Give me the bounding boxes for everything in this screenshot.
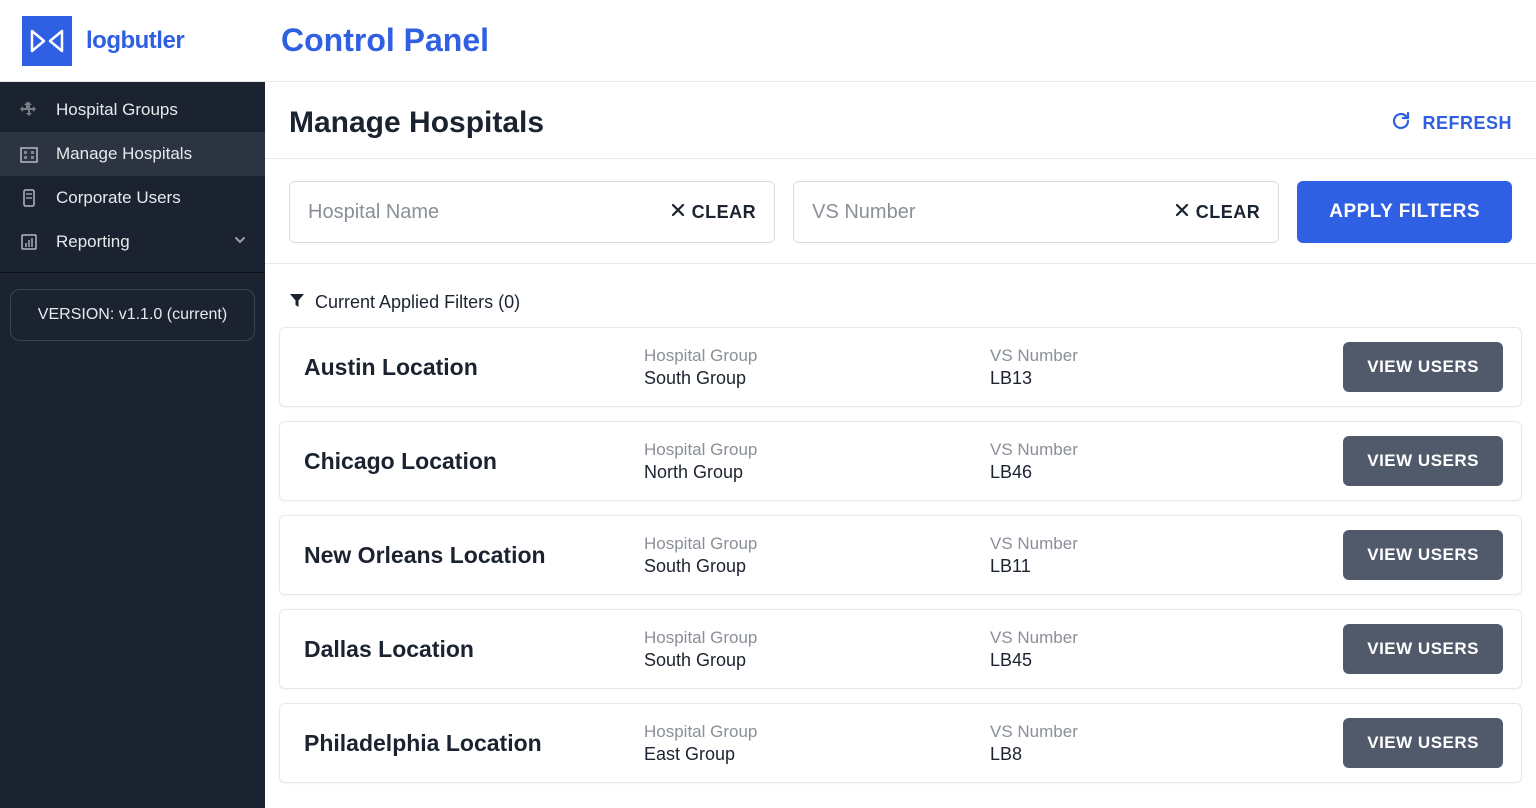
clear-hospital-name-button[interactable]: CLEAR — [670, 202, 757, 223]
corporate-users-icon — [18, 188, 40, 208]
chevron-down-icon — [233, 232, 247, 252]
hospital-group-label: Hospital Group — [644, 628, 990, 648]
sidebar-item-corporate-users[interactable]: Corporate Users — [0, 176, 265, 220]
header-title: Control Panel — [265, 22, 489, 59]
card-action: VIEW USERS — [1343, 718, 1503, 768]
filters-row: CLEAR CLEAR APPLY FILTERS — [265, 159, 1536, 264]
view-users-button[interactable]: VIEW USERS — [1343, 342, 1503, 392]
vs-number-filter: CLEAR — [793, 181, 1279, 243]
hospital-group-label: Hospital Group — [644, 440, 990, 460]
hospital-group-col: Hospital GroupSouth Group — [644, 346, 990, 389]
close-icon — [1174, 202, 1190, 223]
hospital-group-value: East Group — [644, 744, 990, 765]
applied-filters-label: Current Applied Filters (0) — [315, 292, 520, 313]
refresh-icon — [1390, 110, 1412, 137]
hospital-name-filter: CLEAR — [289, 181, 775, 243]
view-users-button[interactable]: VIEW USERS — [1343, 624, 1503, 674]
sidebar-item-label: Corporate Users — [56, 188, 181, 208]
hospital-name: Dallas Location — [304, 636, 644, 663]
logo[interactable]: logbutler — [0, 16, 265, 66]
card-action: VIEW USERS — [1343, 436, 1503, 486]
sidebar-item-hospital-groups[interactable]: Hospital Groups — [0, 88, 265, 132]
vs-number-label: VS Number — [990, 722, 1336, 742]
hospital-list: Austin LocationHospital GroupSouth Group… — [265, 327, 1536, 808]
apply-filters-button[interactable]: APPLY FILTERS — [1297, 181, 1512, 243]
vs-number-label: VS Number — [990, 440, 1336, 460]
hospital-group-label: Hospital Group — [644, 722, 990, 742]
logo-text: logbutler — [86, 27, 184, 55]
clear-label: CLEAR — [1196, 202, 1261, 223]
hospital-name: Austin Location — [304, 354, 644, 381]
vs-number-label: VS Number — [990, 534, 1336, 554]
hospital-name-input[interactable] — [308, 201, 670, 224]
sidebar: Hospital Groups Manage Hospitals Corpora… — [0, 82, 265, 808]
refresh-button[interactable]: REFRESH — [1390, 110, 1512, 137]
hospital-card: New Orleans LocationHospital GroupSouth … — [279, 515, 1522, 595]
page-title: Manage Hospitals — [289, 106, 544, 140]
main-content: Manage Hospitals REFRESH CLEAR — [265, 82, 1536, 808]
sidebar-item-label: Hospital Groups — [56, 100, 178, 120]
page-header: Manage Hospitals REFRESH — [265, 82, 1536, 159]
sidebar-item-label: Reporting — [56, 232, 130, 252]
vs-number-col: VS NumberLB45 — [990, 628, 1336, 671]
hospital-name: Chicago Location — [304, 448, 644, 475]
topbar: logbutler Control Panel — [0, 0, 1536, 82]
vs-number-label: VS Number — [990, 346, 1336, 366]
sidebar-item-manage-hospitals[interactable]: Manage Hospitals — [0, 132, 265, 176]
hospital-group-value: South Group — [644, 556, 990, 577]
view-users-button[interactable]: VIEW USERS — [1343, 718, 1503, 768]
vs-number-value: LB11 — [990, 556, 1336, 577]
vs-number-col: VS NumberLB8 — [990, 722, 1336, 765]
logo-icon — [22, 16, 72, 66]
vs-number-value: LB13 — [990, 368, 1336, 389]
hospital-group-label: Hospital Group — [644, 346, 990, 366]
filter-icon — [289, 292, 305, 313]
reporting-icon — [18, 232, 40, 252]
hospital-group-col: Hospital GroupEast Group — [644, 722, 990, 765]
hospital-card: Chicago LocationHospital GroupNorth Grou… — [279, 421, 1522, 501]
hospital-group-col: Hospital GroupNorth Group — [644, 440, 990, 483]
vs-number-label: VS Number — [990, 628, 1336, 648]
refresh-label: REFRESH — [1422, 113, 1512, 134]
version-badge: VERSION: v1.1.0 (current) — [10, 289, 255, 341]
hospital-card: Austin LocationHospital GroupSouth Group… — [279, 327, 1522, 407]
card-action: VIEW USERS — [1343, 530, 1503, 580]
vs-number-input[interactable] — [812, 201, 1174, 224]
close-icon — [670, 202, 686, 223]
hospital-group-value: North Group — [644, 462, 990, 483]
sidebar-divider — [0, 272, 265, 273]
hospital-name: New Orleans Location — [304, 542, 644, 569]
hospital-card: Dallas LocationHospital GroupSouth Group… — [279, 609, 1522, 689]
hospital-groups-icon — [18, 100, 40, 120]
card-action: VIEW USERS — [1343, 624, 1503, 674]
hospital-name: Philadelphia Location — [304, 730, 644, 757]
vs-number-col: VS NumberLB46 — [990, 440, 1336, 483]
sidebar-item-label: Manage Hospitals — [56, 144, 192, 164]
vs-number-value: LB8 — [990, 744, 1336, 765]
applied-filters-summary: Current Applied Filters (0) — [265, 264, 1536, 327]
clear-label: CLEAR — [692, 202, 757, 223]
hospital-card: Philadelphia LocationHospital GroupEast … — [279, 703, 1522, 783]
vs-number-col: VS NumberLB13 — [990, 346, 1336, 389]
manage-hospitals-icon — [18, 144, 40, 164]
vs-number-value: LB45 — [990, 650, 1336, 671]
vs-number-col: VS NumberLB11 — [990, 534, 1336, 577]
sidebar-item-reporting[interactable]: Reporting — [0, 220, 265, 264]
hospital-group-value: South Group — [644, 368, 990, 389]
view-users-button[interactable]: VIEW USERS — [1343, 530, 1503, 580]
hospital-group-value: South Group — [644, 650, 990, 671]
hospital-group-col: Hospital GroupSouth Group — [644, 534, 990, 577]
view-users-button[interactable]: VIEW USERS — [1343, 436, 1503, 486]
hospital-group-label: Hospital Group — [644, 534, 990, 554]
vs-number-value: LB46 — [990, 462, 1336, 483]
clear-vs-number-button[interactable]: CLEAR — [1174, 202, 1261, 223]
card-action: VIEW USERS — [1343, 342, 1503, 392]
hospital-group-col: Hospital GroupSouth Group — [644, 628, 990, 671]
